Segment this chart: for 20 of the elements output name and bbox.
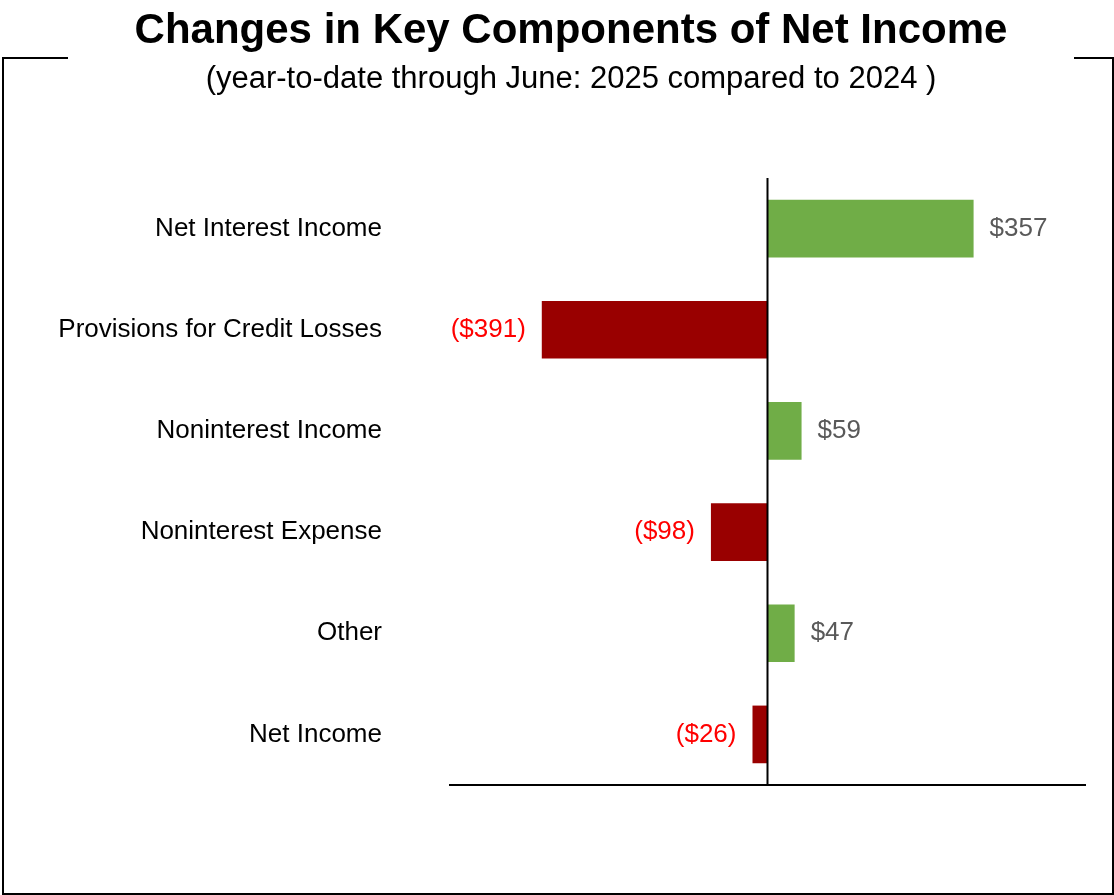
- y-tick-label: Other: [316, 616, 383, 647]
- bar: [767, 604, 795, 663]
- data-label: ($391): [450, 312, 526, 343]
- data-label: $47: [810, 616, 855, 647]
- y-tick-label: Noninterest Income: [156, 414, 382, 445]
- y-tick-label: Provisions for Credit Losses: [58, 312, 382, 343]
- data-label: $357: [989, 211, 1048, 242]
- data-label: $59: [817, 414, 861, 445]
- chart-title: Changes in Key Components of Net Income: [134, 5, 1008, 52]
- y-tick-label: Net Income: [249, 717, 382, 748]
- bar: [752, 705, 768, 764]
- bar: [767, 199, 974, 258]
- bar: [710, 503, 768, 561]
- bar: [767, 402, 802, 460]
- bar: [541, 300, 768, 359]
- data-label: ($98): [634, 515, 695, 546]
- y-tick-label: Net Interest Income: [155, 211, 382, 242]
- chart-subtitle: (year-to-date through June: 2025 compared to 2024 ): [204, 59, 938, 97]
- data-label: ($26): [675, 717, 737, 748]
- y-tick-label: Noninterest Expense: [140, 515, 382, 546]
